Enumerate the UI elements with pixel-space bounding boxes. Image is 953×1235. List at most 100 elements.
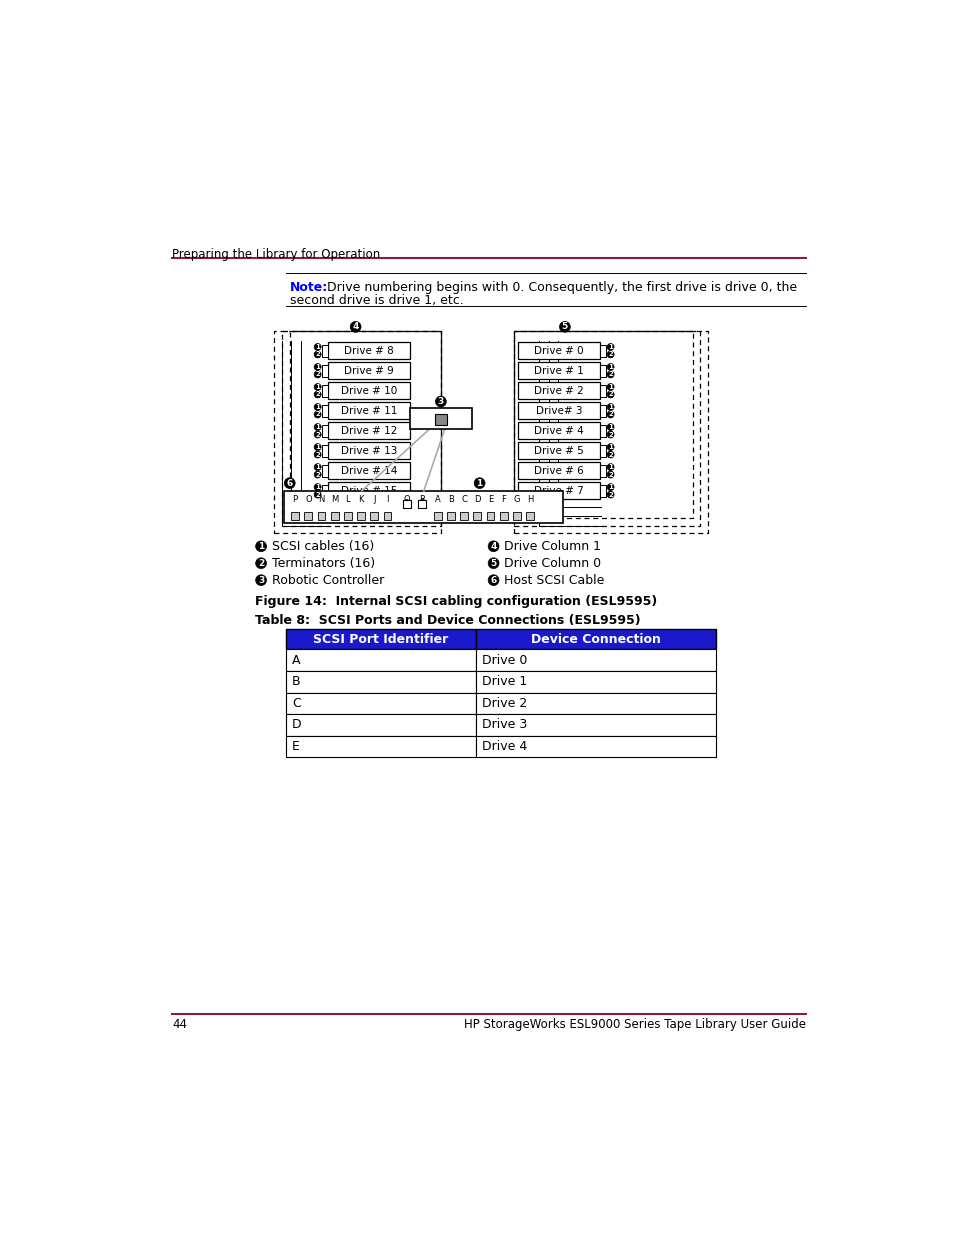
Text: second drive is drive 1, etc.: second drive is drive 1, etc. <box>290 294 463 306</box>
Text: J: J <box>373 495 375 504</box>
Bar <box>476 714 716 736</box>
Text: Host SCSI Cable: Host SCSI Cable <box>504 574 604 587</box>
Bar <box>328 403 410 419</box>
Text: K: K <box>358 495 363 504</box>
Circle shape <box>606 424 614 431</box>
Text: B: B <box>292 676 300 688</box>
Circle shape <box>255 541 266 552</box>
Text: Drive 2: Drive 2 <box>481 697 527 710</box>
Text: R: R <box>419 499 424 509</box>
Circle shape <box>558 321 570 332</box>
Text: 6: 6 <box>490 576 497 584</box>
Text: Drive Column 0: Drive Column 0 <box>504 557 601 569</box>
Text: 1: 1 <box>476 479 482 488</box>
Text: Device Connection: Device Connection <box>531 634 660 646</box>
Circle shape <box>314 463 321 471</box>
Text: 2: 2 <box>314 452 319 457</box>
Bar <box>599 345 605 357</box>
Text: D: D <box>292 719 301 731</box>
Text: Drive# 3: Drive# 3 <box>536 406 581 416</box>
Text: Q: Q <box>403 495 410 504</box>
Circle shape <box>314 431 321 438</box>
Text: 1: 1 <box>607 424 613 430</box>
Bar <box>286 736 476 757</box>
Circle shape <box>314 443 321 451</box>
Bar <box>304 513 312 520</box>
Text: 1: 1 <box>257 542 264 551</box>
Bar <box>317 513 325 520</box>
Bar <box>459 513 468 520</box>
Text: 1: 1 <box>607 345 613 350</box>
Text: Terminators (16): Terminators (16) <box>272 557 375 569</box>
Bar <box>322 384 328 396</box>
Text: A: A <box>435 495 440 504</box>
Text: 3: 3 <box>437 396 443 406</box>
Text: 1: 1 <box>314 464 320 471</box>
Text: R: R <box>419 495 425 504</box>
Text: Drive 4: Drive 4 <box>481 740 527 753</box>
Text: 1: 1 <box>607 364 613 370</box>
Circle shape <box>606 492 614 498</box>
Circle shape <box>314 424 321 431</box>
Bar <box>286 671 476 693</box>
Bar <box>599 445 605 457</box>
Text: O: O <box>305 495 312 504</box>
Circle shape <box>314 411 321 417</box>
Text: 4: 4 <box>490 542 497 551</box>
Text: 2: 2 <box>257 558 264 568</box>
Bar <box>322 464 328 477</box>
Text: Drive 1: Drive 1 <box>481 676 527 688</box>
Text: C: C <box>460 495 467 504</box>
Text: I: I <box>386 495 388 504</box>
Text: 1: 1 <box>314 424 320 430</box>
Circle shape <box>314 384 321 390</box>
Text: 2: 2 <box>608 372 613 378</box>
Text: 1: 1 <box>314 384 320 390</box>
Text: Drive # 0: Drive # 0 <box>534 346 583 356</box>
Bar <box>284 490 562 524</box>
Bar <box>513 513 520 520</box>
Circle shape <box>314 351 321 358</box>
Text: 1: 1 <box>607 445 613 450</box>
Text: H: H <box>526 495 533 504</box>
Bar <box>499 513 507 520</box>
Text: HP StorageWorks ESL9000 Series Tape Library User Guide: HP StorageWorks ESL9000 Series Tape Libr… <box>463 1019 805 1031</box>
Text: 6: 6 <box>286 479 293 488</box>
Bar <box>517 483 599 499</box>
Text: Drive # 12: Drive # 12 <box>340 426 397 436</box>
Text: 2: 2 <box>608 391 613 398</box>
Text: Drive # 2: Drive # 2 <box>534 385 583 395</box>
Bar <box>286 714 476 736</box>
Text: 1: 1 <box>314 364 320 370</box>
Circle shape <box>606 384 614 390</box>
Text: 4: 4 <box>352 322 358 331</box>
Bar <box>331 513 338 520</box>
Bar <box>435 414 447 425</box>
Bar <box>328 462 410 479</box>
Circle shape <box>606 343 614 351</box>
Text: 5: 5 <box>561 322 567 331</box>
Circle shape <box>606 463 614 471</box>
Bar <box>418 500 426 508</box>
Text: N: N <box>318 495 324 504</box>
Bar <box>328 422 410 440</box>
Bar <box>322 364 328 377</box>
Bar <box>517 422 599 440</box>
Text: Table 8:  SCSI Ports and Device Connections (ESL9595): Table 8: SCSI Ports and Device Connectio… <box>254 614 639 627</box>
Text: 1: 1 <box>607 464 613 471</box>
Text: 1: 1 <box>607 484 613 490</box>
Bar <box>328 362 410 379</box>
Circle shape <box>314 404 321 410</box>
Text: Preparing the Library for Operation: Preparing the Library for Operation <box>172 248 380 262</box>
Text: Figure 14:  Internal SCSI cabling configuration (ESL9595): Figure 14: Internal SCSI cabling configu… <box>254 595 657 608</box>
Bar <box>322 405 328 417</box>
Text: P: P <box>293 495 297 504</box>
Text: Drive 0: Drive 0 <box>481 653 527 667</box>
Circle shape <box>474 478 484 489</box>
Bar <box>286 630 476 650</box>
Bar <box>383 513 391 520</box>
Text: Drive # 5: Drive # 5 <box>534 446 583 456</box>
Text: E: E <box>292 740 299 753</box>
Text: 2: 2 <box>314 411 319 417</box>
Text: E: E <box>487 495 493 504</box>
